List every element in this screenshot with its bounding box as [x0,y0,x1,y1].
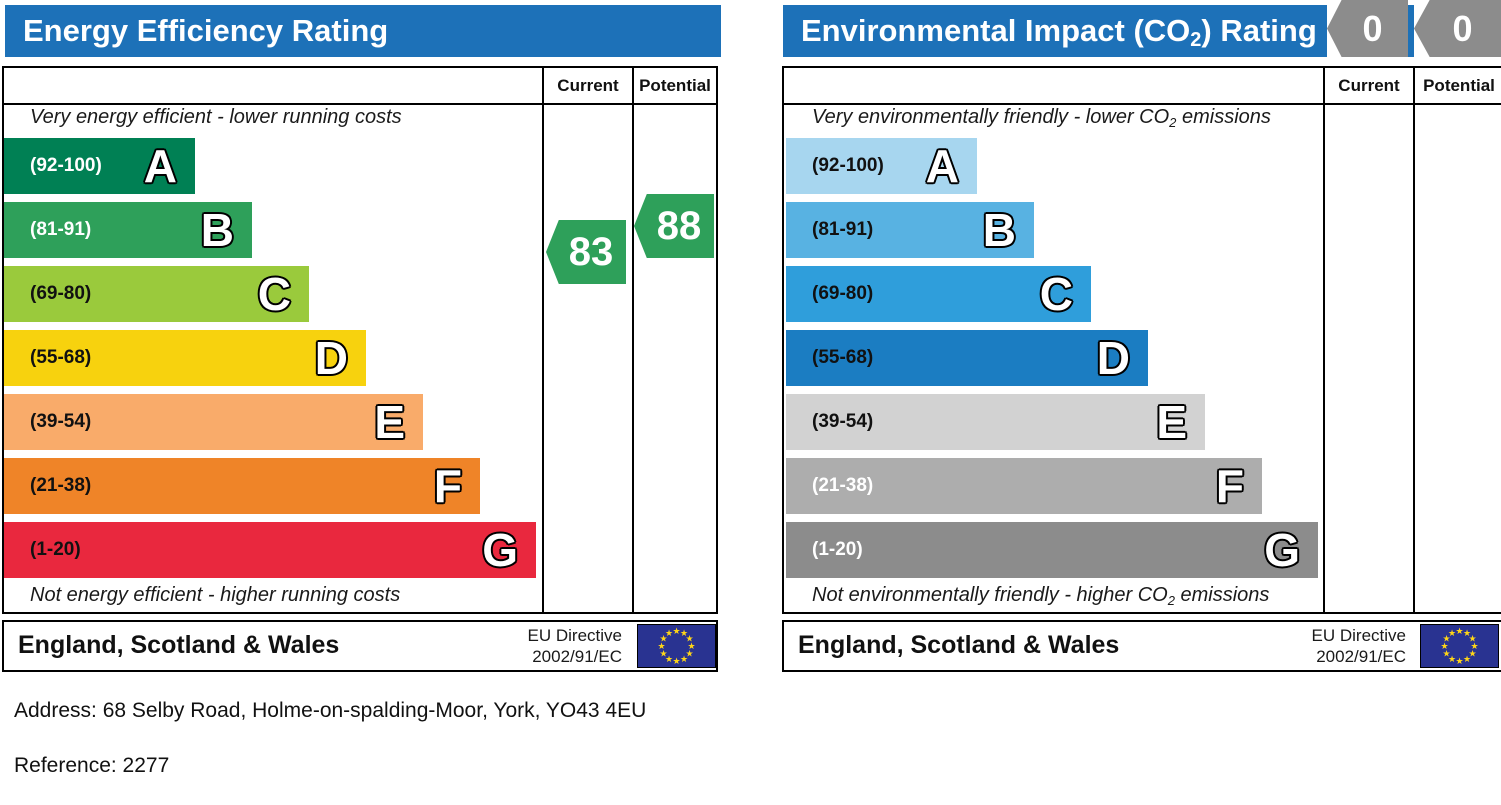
band-letter: C [257,268,291,320]
column-divider [1323,68,1325,612]
bottom-caption: Not energy efficient - higher running co… [30,584,401,606]
header-row-divider [4,103,716,105]
band-range-label: (39-54) [812,411,874,432]
band-range-label: (69-80) [812,283,874,304]
rating-band-g: (1-20) G [786,522,1318,578]
band-letter: D [314,332,348,384]
eu-directive-line2: 2002/91/EC [1316,647,1406,666]
top-caption-text: Very environmentally friendly - lower CO [812,106,1170,128]
rating-band-e: (39-54) E [786,394,1205,450]
eu-directive-label: EU Directive 2002/91/EC [444,625,622,667]
rating-band-d: (55-68) D [786,330,1148,386]
top-caption-subscript: 2 [1169,115,1177,130]
column-divider [542,68,544,612]
band-letter: E [1156,396,1187,448]
potential-column-header: Potential [1423,76,1495,95]
band-range-label: (92-100) [30,155,102,176]
current-rating-value: 83 [568,229,614,274]
band-range-label: (21-38) [812,475,874,496]
panel-title: Environmental Impact (CO [801,13,1191,48]
eu-flag-icon: ★ ★ ★ ★ ★ ★ ★ ★ ★ ★ ★ ★ [637,624,716,668]
panel-header-bar: Energy Efficiency Rating [5,5,721,57]
address-line: Address: 68 Selby Road, Holme-on-spaldin… [14,699,647,722]
band-letter: D [1096,332,1130,384]
eu-directive-label: EU Directive 2002/91/EC [1228,625,1406,667]
potential-rating-arrow: 88 [634,194,714,258]
top-caption-end: emissions [1176,106,1271,128]
reference-line: Reference: 2277 [14,754,170,777]
rating-band-g: (1-20) G [4,522,536,578]
region-label: England, Scotland & Wales [18,631,340,659]
band-letter: A [925,140,959,192]
rating-band-f: (21-38) F [4,458,480,514]
rating-band-a: (92-100) A [4,138,195,194]
bottom-caption-end: emissions [1174,584,1270,606]
rating-band-b: (81-91) B [4,202,252,258]
band-range-label: (21-38) [30,475,92,496]
co2-current-badge-arrow: 0 [1327,0,1408,57]
panel-title-subscript: 2 [1190,29,1202,51]
band-range-label: (1-20) [30,539,81,560]
band-range-label: (81-91) [812,219,874,240]
rating-band-f: (21-38) F [786,458,1262,514]
band-range-label: (1-20) [812,539,863,560]
band-letter: G [1264,524,1300,576]
co2-current-badge-value: 0 [1362,7,1383,49]
panel-footer: England, Scotland & Wales EU Directive 2… [782,620,1501,672]
bottom-caption-text: Not environmentally friendly - higher CO [812,584,1168,606]
header-row-divider [784,103,1501,105]
band-letter: B [982,204,1016,256]
eu-directive-line1: EU Directive [527,626,622,645]
column-divider [1413,68,1415,612]
current-column-header: Current [557,76,619,95]
band-range-label: (39-54) [30,411,92,432]
co2-current-badge: 0 [1327,0,1408,57]
co2-potential-badge-value: 0 [1452,7,1473,49]
region-label: England, Scotland & Wales [798,631,1120,659]
panel-footer: England, Scotland & Wales EU Directive 2… [2,620,718,672]
panel-title-end: ) Rating [1201,13,1317,48]
co2-potential-badge: 0 [1414,0,1501,57]
band-letter: A [143,140,177,192]
band-letter: F [433,460,462,512]
bottom-caption: Not environmentally friendly - higher CO… [812,584,1269,608]
band-range-label: (92-100) [812,155,884,176]
eu-flag-icon: ★ ★ ★ ★ ★ ★ ★ ★ ★ ★ ★ ★ [1420,624,1499,668]
band-range-label: (81-91) [30,219,92,240]
column-divider [632,68,634,612]
rating-band-d: (55-68) D [4,330,366,386]
rating-band-a: (92-100) A [786,138,977,194]
co2-potential-badge-arrow: 0 [1414,0,1501,57]
energy-efficiency-panel: Energy Efficiency Rating Current Potenti… [0,0,721,805]
environmental-impact-panel: Environmental Impact (CO2) Rating 0 0 Cu… [782,0,1501,805]
rating-bands: (92-100) A (81-91) B (69-80) C (55-68) D (39… [786,138,1318,578]
panel-title: Energy Efficiency Rating [23,13,389,48]
potential-rating-value: 88 [656,203,702,248]
band-letter: G [482,524,518,576]
bottom-caption-subscript: 2 [1167,593,1175,608]
rating-band-b: (81-91) B [786,202,1034,258]
top-caption: Very environmentally friendly - lower CO… [812,106,1271,130]
band-letter: E [374,396,405,448]
band-letter: C [1039,268,1073,320]
band-letter: B [200,204,234,256]
potential-column-header: Potential [639,76,711,95]
band-range-label: (69-80) [30,283,92,304]
top-caption: Very energy efficient - lower running co… [30,106,402,128]
rating-bands: (92-100) A (81-91) B (69-80) C (55-68) D (39… [4,138,536,578]
current-column-header: Current [1338,76,1400,95]
rating-band-e: (39-54) E [4,394,423,450]
rating-band-c: (69-80) C [786,266,1091,322]
band-range-label: (55-68) [30,347,92,368]
rating-band-c: (69-80) C [4,266,309,322]
current-rating-arrow: 83 [546,220,626,284]
band-letter: F [1215,460,1244,512]
eu-directive-line2: 2002/91/EC [532,647,622,666]
eu-directive-line1: EU Directive [1311,626,1406,645]
band-range-label: (55-68) [812,347,874,368]
